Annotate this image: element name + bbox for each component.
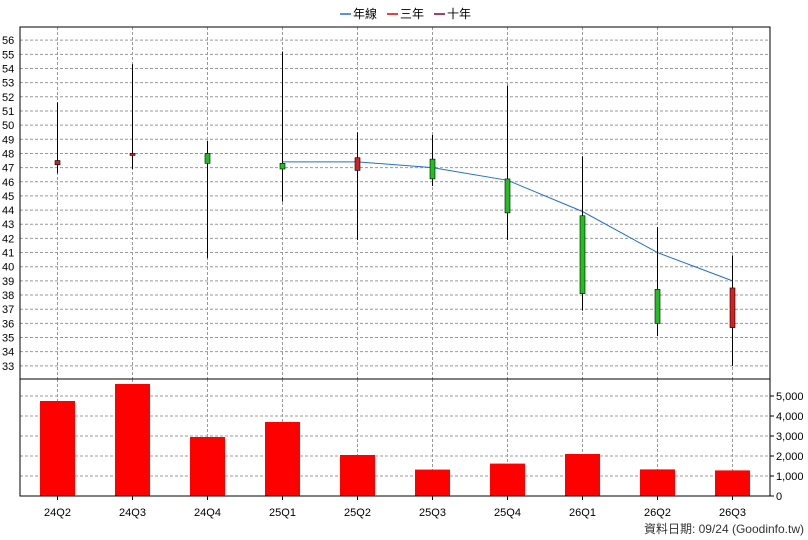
x-axis: 24Q2 24Q3 24Q4 25Q1 25Q2 25Q3 25Q4 26Q1 26Q2 26Q3 bbox=[44, 496, 746, 519]
price-tick-label: 53 bbox=[2, 78, 14, 90]
volume-bars bbox=[40, 384, 750, 496]
candle bbox=[504, 85, 511, 240]
price-tick-label: 33 bbox=[2, 361, 14, 373]
candle-body bbox=[729, 287, 736, 328]
volume-axis: 0 1,000 2,000 3,000 4,000 5,000 bbox=[770, 391, 804, 503]
x-tick-label: 25Q2 bbox=[344, 507, 371, 519]
volume-bar bbox=[640, 469, 675, 496]
candle-body bbox=[354, 157, 361, 171]
price-tick-label: 39 bbox=[2, 276, 14, 288]
candle-body bbox=[129, 153, 136, 156]
price-tick-label: 34 bbox=[2, 347, 14, 359]
candle bbox=[279, 51, 286, 202]
volume-tick-label: 0 bbox=[776, 491, 782, 503]
price-tick-label: 50 bbox=[2, 120, 14, 132]
x-tick-label: 25Q1 bbox=[269, 507, 296, 519]
price-grid bbox=[20, 27, 770, 379]
candle-body bbox=[579, 215, 586, 294]
x-tick-label: 26Q1 bbox=[569, 507, 596, 519]
volume-bar bbox=[265, 422, 300, 496]
volume-panel-frame bbox=[19, 378, 771, 497]
volume-bar bbox=[190, 437, 225, 496]
volume-tick-label: 3,000 bbox=[776, 431, 804, 443]
candle-body bbox=[429, 158, 436, 180]
candle bbox=[204, 140, 211, 259]
volume-tick-label: 2,000 bbox=[776, 451, 804, 463]
candle bbox=[54, 102, 61, 174]
candle bbox=[429, 135, 436, 187]
volume-bar bbox=[715, 470, 750, 496]
x-tick-label: 24Q3 bbox=[119, 507, 146, 519]
candle bbox=[129, 64, 136, 170]
price-tick-label: 48 bbox=[2, 148, 14, 160]
volume-bar bbox=[490, 463, 525, 496]
candle bbox=[354, 132, 361, 240]
candle bbox=[579, 156, 586, 311]
price-tick-label: 42 bbox=[2, 233, 14, 245]
price-tick-label: 51 bbox=[2, 106, 14, 118]
x-tick-label: 24Q4 bbox=[194, 507, 221, 519]
price-tick-label: 47 bbox=[2, 163, 14, 175]
price-tick-label: 44 bbox=[2, 205, 14, 217]
chart-legend: 年線 三年 十年 bbox=[340, 6, 471, 21]
x-tick-label: 26Q2 bbox=[644, 507, 671, 519]
x-tick-label: 25Q4 bbox=[494, 507, 521, 519]
candle-body bbox=[54, 160, 61, 166]
price-tick-label: 52 bbox=[2, 92, 14, 104]
legend-label-2: 十年 bbox=[447, 7, 471, 21]
x-tick-label: 25Q3 bbox=[419, 507, 446, 519]
volume-tick-label: 1,000 bbox=[776, 471, 804, 483]
candle-body bbox=[504, 178, 511, 214]
price-tick-label: 56 bbox=[2, 35, 14, 47]
volume-bar bbox=[340, 455, 375, 496]
volume-bar bbox=[115, 384, 150, 496]
volume-bar bbox=[40, 401, 75, 496]
price-tick-label: 40 bbox=[2, 262, 14, 274]
candle-body bbox=[654, 289, 661, 324]
price-tick-label: 36 bbox=[2, 318, 14, 330]
price-tick-label: 35 bbox=[2, 333, 14, 345]
price-tick-label: 49 bbox=[2, 134, 14, 146]
price-tick-label: 41 bbox=[2, 248, 14, 260]
price-tick-label: 43 bbox=[2, 219, 14, 231]
price-tick-label: 54 bbox=[2, 63, 14, 75]
data-date-footer: 資料日期: 09/24 (Goodinfo.tw) bbox=[644, 522, 804, 536]
price-tick-label: 37 bbox=[2, 304, 14, 316]
price-tick-label: 46 bbox=[2, 177, 14, 189]
candle bbox=[654, 227, 661, 337]
price-axis: 33 34 35 36 37 38 39 40 41 42 43 44 45 46 47 48 49 50 51 52… bbox=[2, 35, 14, 373]
x-tick-label: 26Q3 bbox=[719, 507, 746, 519]
volume-tick-label: 4,000 bbox=[776, 411, 804, 423]
price-tick-label: 38 bbox=[2, 290, 14, 302]
x-tick-label: 24Q2 bbox=[44, 507, 71, 519]
volume-bar bbox=[415, 469, 450, 496]
plot-frames bbox=[19, 26, 771, 497]
price-tick-label: 45 bbox=[2, 191, 14, 203]
candle-body bbox=[204, 153, 211, 164]
legend-label-0: 年線 bbox=[353, 6, 377, 21]
candle bbox=[729, 255, 736, 366]
price-tick-label: 55 bbox=[2, 49, 14, 61]
volume-bar bbox=[565, 454, 600, 496]
legend-label-1: 三年 bbox=[400, 7, 424, 21]
candlestick-series bbox=[54, 51, 736, 366]
candle-body bbox=[279, 163, 286, 170]
volume-tick-label: 5,000 bbox=[776, 391, 804, 403]
